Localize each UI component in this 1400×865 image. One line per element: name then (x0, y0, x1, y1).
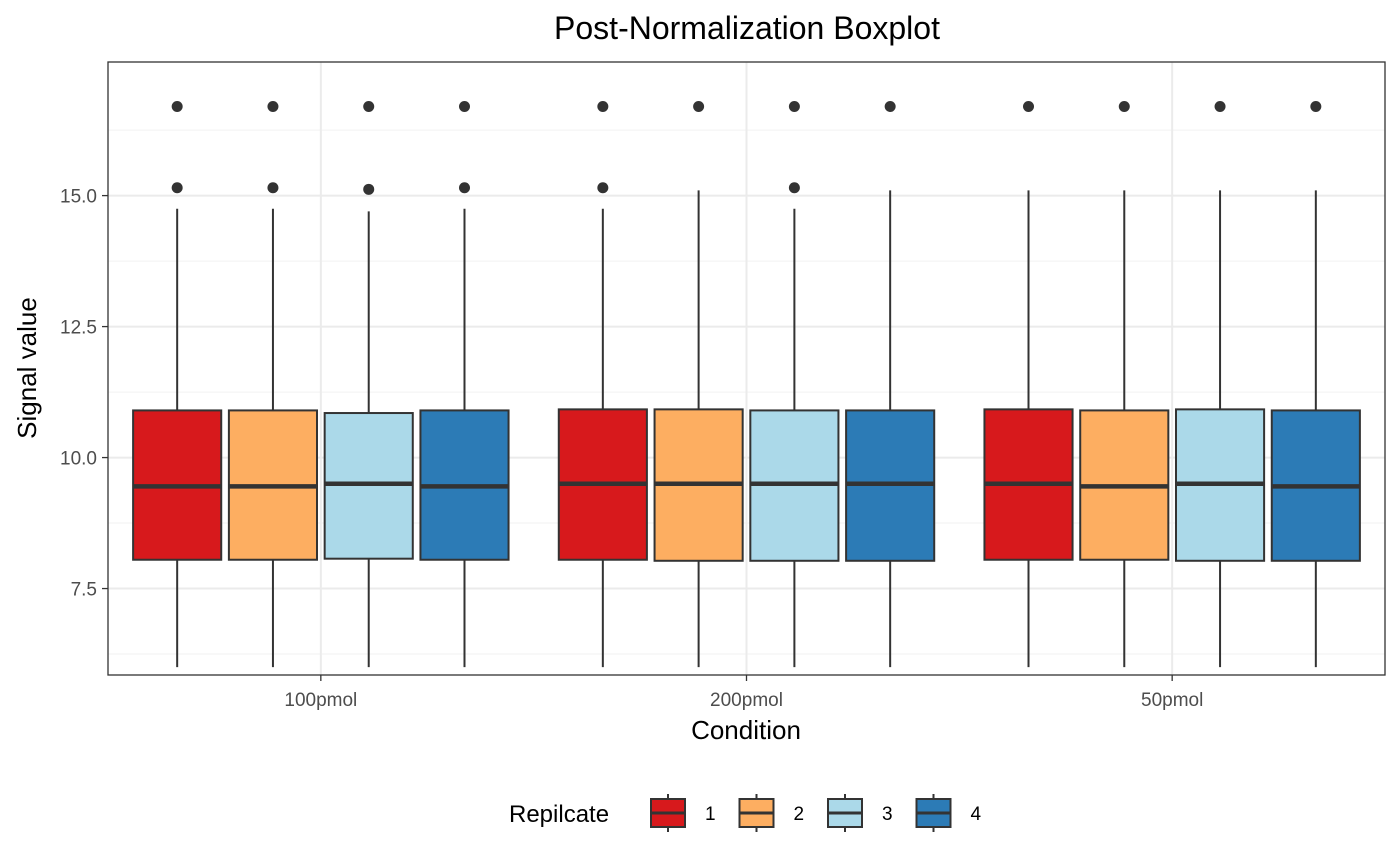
box-100pmol-rep-3 (323, 101, 414, 668)
legend-key-1: 1 (650, 794, 716, 832)
outlier-point (363, 101, 375, 113)
outlier-point (363, 183, 375, 195)
outlier-point (171, 182, 183, 194)
legend-title: Repilcate (509, 801, 609, 828)
outlier-point (1310, 101, 1322, 113)
outlier-point (267, 182, 279, 194)
box-50pmol-rep-1 (983, 101, 1074, 668)
legend-key-2: 2 (738, 794, 805, 832)
legend-label: 2 (794, 804, 805, 825)
outlier-point (884, 101, 896, 113)
box-200pmol-rep-3 (749, 101, 840, 668)
legend: Repilcate 1 2 3 4 (509, 794, 982, 832)
box-50pmol-rep-4 (1270, 101, 1361, 668)
y-axis: 7.5 10.0 12.5 15.0 (60, 187, 108, 601)
box-200pmol-rep-2 (653, 101, 744, 668)
box-50pmol-rep-2 (1079, 101, 1170, 668)
outlier-point (693, 101, 705, 113)
y-tick-label: 12.5 (60, 318, 97, 339)
box-100pmol-rep-1 (132, 101, 223, 668)
outlier-point (788, 101, 800, 113)
x-axis: 100pmol 200pmol 50pmol (284, 675, 1203, 711)
outlier-point (788, 182, 800, 194)
legend-label: 3 (882, 804, 893, 825)
outlier-point (458, 101, 470, 113)
y-axis-title: Signal value (12, 297, 42, 439)
chart-title: Post-Normalization Boxplot (554, 10, 940, 46)
legend-key-4: 4 (915, 794, 982, 832)
legend-key-3: 3 (827, 794, 893, 832)
y-tick-label: 10.0 (60, 449, 97, 470)
box-100pmol-rep-2 (227, 101, 319, 668)
outlier-point (1118, 101, 1130, 113)
box-50pmol-rep-3 (1174, 101, 1266, 668)
outlier-point (267, 101, 279, 113)
plot-area (107, 61, 1386, 676)
box-200pmol-rep-1 (557, 101, 648, 668)
y-tick-label: 7.5 (71, 580, 97, 601)
outlier-point (597, 101, 609, 113)
legend-label: 1 (705, 804, 716, 825)
box-200pmol-rep-4 (845, 101, 936, 668)
outlier-point (1023, 101, 1035, 113)
boxes (132, 101, 1361, 668)
x-tick-label: 100pmol (284, 690, 357, 711)
box-100pmol-rep-4 (419, 101, 510, 668)
outlier-point (171, 101, 183, 113)
outlier-point (458, 182, 470, 194)
y-tick-label: 15.0 (60, 187, 97, 208)
outlier-point (597, 182, 609, 194)
legend-label: 4 (971, 804, 982, 825)
gridlines (108, 62, 1385, 675)
x-axis-title: Condition (691, 715, 801, 745)
x-tick-label: 50pmol (1141, 690, 1203, 711)
x-tick-label: 200pmol (710, 690, 783, 711)
outlier-point (1214, 101, 1226, 113)
